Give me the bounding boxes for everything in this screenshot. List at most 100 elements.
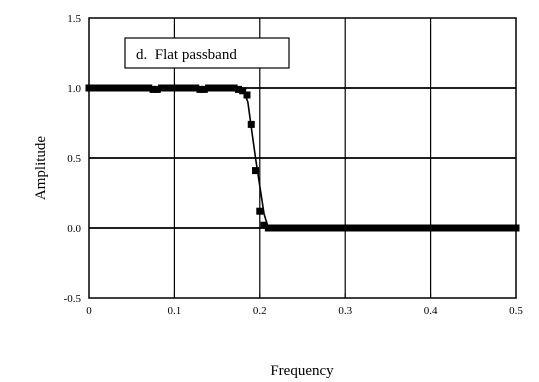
x-tick-label: 0.4 (424, 305, 438, 317)
y-tick-label: 1.0 (67, 83, 81, 95)
sample-marker (456, 224, 464, 232)
sample-marker (337, 224, 345, 232)
sample-marker (354, 224, 362, 232)
sample-marker (106, 84, 114, 92)
sample-marker (444, 224, 452, 232)
sample-marker (217, 84, 225, 92)
sample-marker (260, 221, 268, 229)
y-tick-label: 0.5 (67, 153, 81, 165)
sample-marker (256, 207, 264, 215)
sample-marker (311, 224, 319, 232)
sample-marker (175, 84, 183, 92)
sample-marker (252, 167, 260, 175)
sample-marker (435, 224, 443, 232)
annotation-label: d. Flat passband (136, 47, 237, 63)
sample-marker (448, 224, 456, 232)
sample-marker (192, 84, 200, 92)
sample-marker (461, 224, 469, 232)
sample-marker (290, 224, 298, 232)
sample-marker (299, 224, 306, 232)
sample-marker (405, 224, 413, 232)
sample-marker (247, 120, 255, 128)
sample-marker (119, 84, 127, 92)
sample-marker (392, 224, 400, 232)
sample-marker (384, 224, 392, 232)
sample-marker (371, 224, 379, 232)
sample-marker (115, 84, 123, 92)
sample-marker (482, 224, 490, 232)
sample-marker (358, 224, 366, 232)
sample-marker (264, 224, 272, 232)
x-tick-label: 0.3 (338, 305, 352, 317)
sample-marker (410, 224, 418, 232)
sample-marker (380, 224, 388, 232)
sample-marker (200, 85, 208, 93)
sample-marker (230, 84, 238, 92)
sample-marker (345, 224, 353, 232)
sample-marker (422, 224, 430, 232)
sample-marker (166, 84, 174, 92)
sample-marker (333, 224, 341, 232)
sample-marker (179, 84, 187, 92)
annotation-box: d. Flat passband (124, 37, 290, 69)
sample-marker (316, 224, 324, 232)
sample-marker (162, 84, 170, 92)
x-tick-label: 0.2 (253, 305, 267, 317)
sample-marker (213, 84, 221, 92)
y-tick-label: 0.0 (67, 223, 81, 235)
sample-marker (328, 224, 336, 232)
y-tick-labels: -0.5 0.0 0.5 1.0 1.5 (64, 13, 82, 305)
axis-ticks (88, 17, 517, 299)
sample-marker (239, 87, 247, 95)
sample-marker (128, 84, 136, 92)
x-tick-label: 0 (86, 305, 92, 317)
sample-marker (286, 224, 294, 232)
sample-marker (205, 84, 213, 92)
sample-marker (341, 224, 349, 232)
sample-marker (367, 224, 375, 232)
sample-markers (85, 84, 520, 232)
sample-marker (170, 84, 178, 92)
sample-marker (94, 84, 102, 92)
sample-marker (111, 84, 119, 92)
x-tick-label: 0.1 (168, 305, 182, 317)
sample-marker (499, 224, 507, 232)
sample-marker (303, 224, 311, 232)
sample-marker (209, 84, 217, 92)
sample-marker (136, 84, 144, 92)
sample-marker (474, 224, 482, 232)
sample-marker (503, 224, 511, 232)
sample-marker (439, 224, 447, 232)
sample-marker (183, 84, 191, 92)
sample-marker (431, 224, 439, 232)
sample-marker (508, 224, 516, 232)
sample-marker (375, 224, 383, 232)
sample-marker (153, 85, 161, 93)
sample-marker (226, 84, 234, 92)
sample-marker (281, 224, 289, 232)
sample-marker (486, 224, 494, 232)
sample-marker (294, 224, 302, 232)
y-tick-label: -0.5 (64, 293, 82, 305)
sample-marker (187, 84, 195, 92)
x-tick-labels: 0 0.1 0.2 0.3 0.4 0.5 (86, 305, 523, 317)
sample-marker (158, 84, 166, 92)
sample-marker (491, 224, 499, 232)
sample-marker (196, 85, 204, 93)
sample-marker (141, 84, 149, 92)
sample-marker (363, 224, 371, 232)
sample-marker (427, 224, 435, 232)
y-axis-title: Amplitude (33, 136, 49, 201)
x-tick-label: 0.5 (509, 305, 523, 317)
sample-marker (320, 224, 328, 232)
sample-marker (452, 224, 460, 232)
sample-marker (324, 224, 332, 232)
sample-marker (145, 84, 153, 92)
sample-marker (132, 84, 140, 92)
sample-marker (414, 224, 422, 232)
x-axis-title: Frequency (270, 363, 334, 379)
sample-marker (350, 224, 358, 232)
sample-marker (269, 224, 277, 232)
sample-marker (234, 85, 242, 93)
sample-marker (465, 224, 473, 232)
